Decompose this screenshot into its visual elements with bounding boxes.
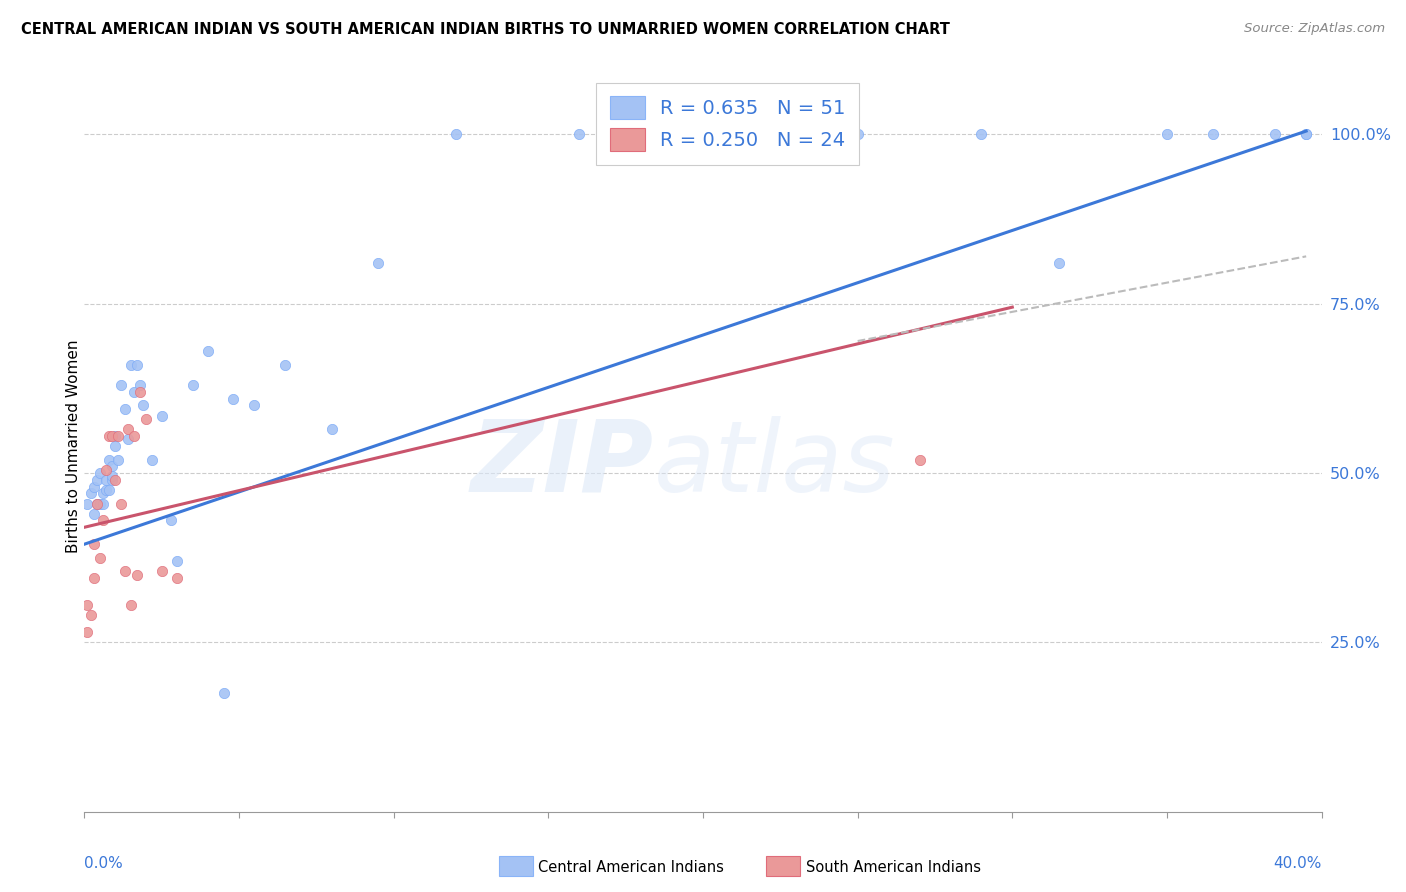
- Point: [104, 473, 127, 487]
- Text: CENTRAL AMERICAN INDIAN VS SOUTH AMERICAN INDIAN BIRTHS TO UNMARRIED WOMEN CORRE: CENTRAL AMERICAN INDIAN VS SOUTH AMERICA…: [21, 22, 950, 37]
- Point: [107, 452, 129, 467]
- Point: [692, 128, 714, 142]
- Point: [321, 422, 343, 436]
- Point: [86, 497, 108, 511]
- Point: [1156, 128, 1178, 142]
- Point: [94, 473, 117, 487]
- Point: [101, 429, 124, 443]
- Point: [89, 550, 111, 565]
- Point: [86, 473, 108, 487]
- Point: [98, 452, 121, 467]
- Point: [122, 384, 145, 399]
- Point: [83, 537, 105, 551]
- Point: [89, 466, 111, 480]
- Point: [120, 598, 142, 612]
- Point: [86, 497, 108, 511]
- Text: 0.0%: 0.0%: [84, 855, 124, 871]
- Point: [160, 514, 183, 528]
- Legend: R = 0.635   N = 51, R = 0.250   N = 24: R = 0.635 N = 51, R = 0.250 N = 24: [596, 83, 859, 164]
- Point: [76, 497, 98, 511]
- Point: [83, 571, 105, 585]
- Point: [94, 483, 117, 497]
- Point: [125, 358, 148, 372]
- Point: [166, 554, 188, 568]
- Point: [135, 412, 157, 426]
- Point: [91, 514, 114, 528]
- Point: [150, 409, 173, 423]
- Point: [568, 128, 591, 142]
- Text: Source: ZipAtlas.com: Source: ZipAtlas.com: [1244, 22, 1385, 36]
- Text: South American Indians: South American Indians: [806, 860, 980, 874]
- Point: [91, 486, 114, 500]
- Point: [243, 398, 266, 412]
- Text: Central American Indians: Central American Indians: [538, 860, 724, 874]
- Text: atlas: atlas: [654, 416, 896, 513]
- Point: [1202, 128, 1225, 142]
- Y-axis label: Births to Unmarried Women: Births to Unmarried Women: [66, 339, 80, 553]
- Point: [101, 473, 124, 487]
- Point: [104, 439, 127, 453]
- Point: [110, 497, 132, 511]
- Point: [444, 128, 467, 142]
- Point: [1264, 128, 1286, 142]
- Point: [141, 452, 163, 467]
- Point: [222, 392, 245, 406]
- Point: [1047, 256, 1070, 270]
- Point: [114, 401, 136, 416]
- Point: [101, 469, 124, 483]
- Point: [83, 507, 105, 521]
- Point: [76, 598, 98, 612]
- Point: [125, 567, 148, 582]
- Point: [91, 497, 114, 511]
- Point: [107, 429, 129, 443]
- Point: [1295, 128, 1317, 142]
- Point: [1295, 128, 1317, 142]
- Point: [79, 486, 101, 500]
- Point: [94, 463, 117, 477]
- Point: [274, 358, 297, 372]
- Point: [114, 564, 136, 578]
- Point: [104, 429, 127, 443]
- Point: [120, 358, 142, 372]
- Point: [166, 571, 188, 585]
- Point: [367, 256, 389, 270]
- Point: [132, 398, 155, 412]
- Point: [908, 452, 931, 467]
- Point: [79, 608, 101, 623]
- Point: [98, 429, 121, 443]
- Point: [76, 625, 98, 640]
- Point: [98, 483, 121, 497]
- Point: [122, 429, 145, 443]
- Point: [150, 564, 173, 578]
- Point: [129, 378, 152, 392]
- Text: ZIP: ZIP: [471, 416, 654, 513]
- Point: [129, 384, 152, 399]
- Point: [117, 432, 139, 446]
- Point: [846, 128, 869, 142]
- Point: [197, 344, 219, 359]
- Point: [101, 459, 124, 474]
- Point: [212, 686, 235, 700]
- Point: [117, 422, 139, 436]
- Point: [83, 480, 105, 494]
- Point: [181, 378, 204, 392]
- Text: 40.0%: 40.0%: [1274, 855, 1322, 871]
- Point: [89, 497, 111, 511]
- Point: [110, 378, 132, 392]
- Point: [970, 128, 993, 142]
